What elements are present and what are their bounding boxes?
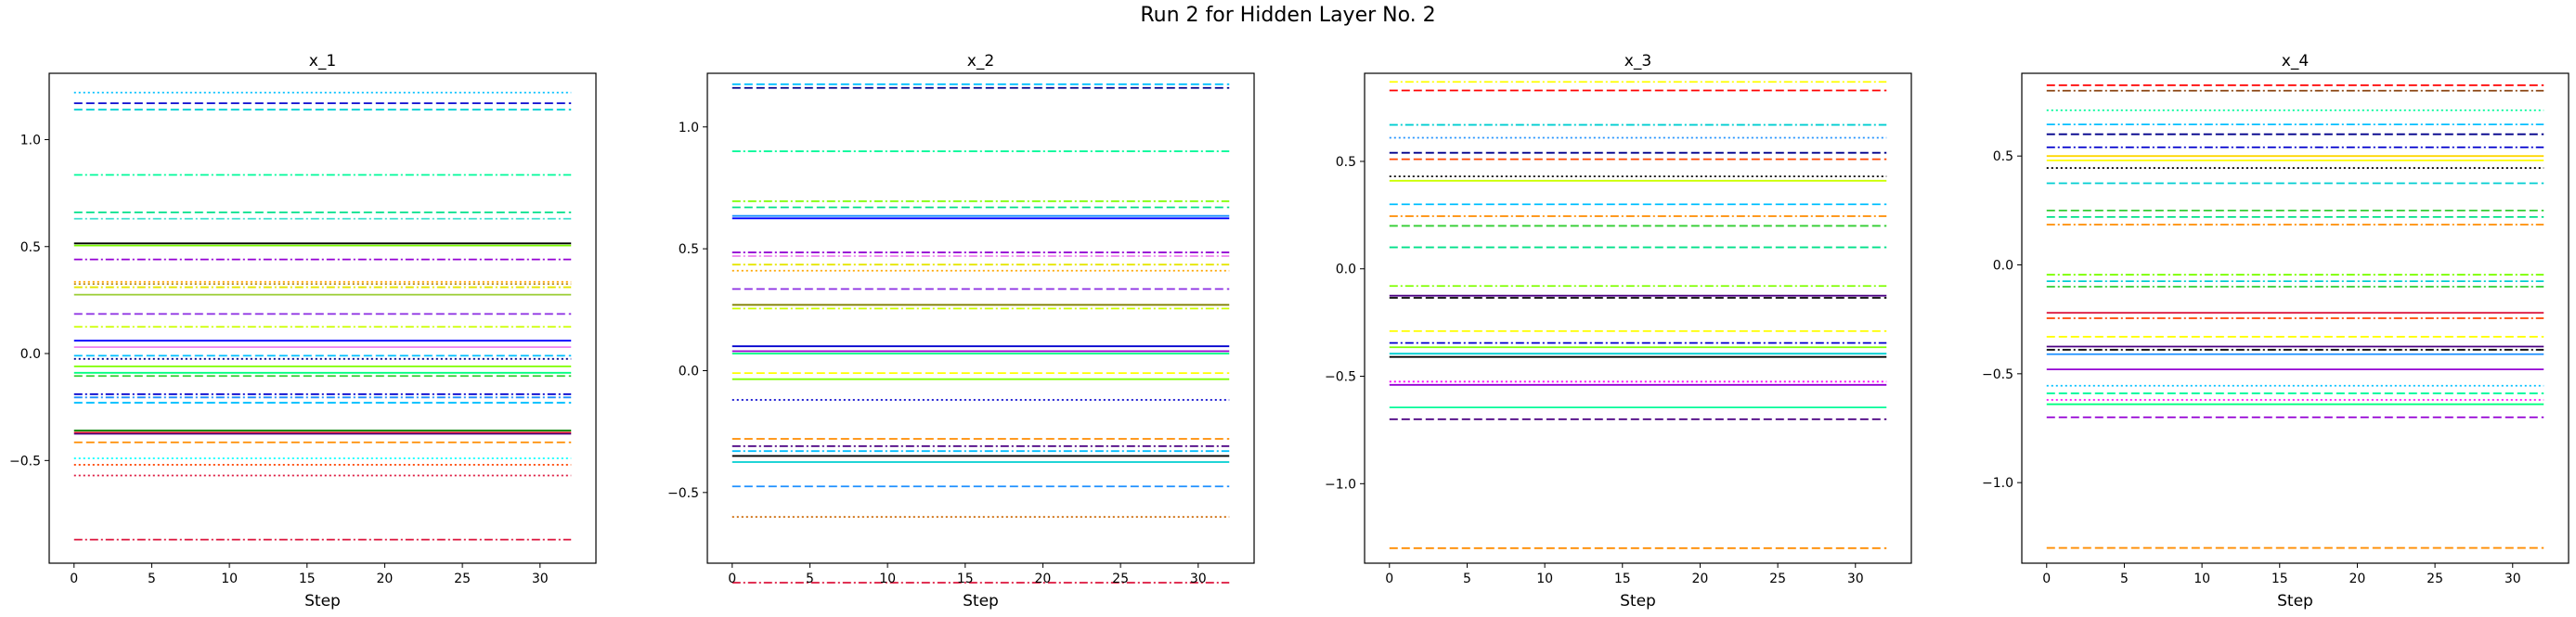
axes-frame [706, 72, 1255, 564]
subplot-title: x_3 [1625, 52, 1651, 71]
figure-title: Run 2 for Hidden Layer No. 2 [1140, 4, 1436, 27]
y-tick-label: 0.0 [1336, 263, 1356, 277]
x-tick-label: 5 [148, 572, 156, 586]
x-tick-label: 30 [1190, 572, 1207, 586]
x-tick-label: 20 [2349, 572, 2366, 586]
x-tick-label: 30 [2505, 572, 2521, 586]
subplot-title: x_2 [967, 52, 994, 71]
y-tick-label: −0.5 [9, 454, 41, 469]
x-axis-label: Step [2277, 592, 2313, 611]
x-tick-label: 0 [728, 572, 736, 586]
x-axis-label: Step [304, 592, 341, 611]
x-tick-label: 30 [1847, 572, 1864, 586]
x-tick-label: 0 [2042, 572, 2051, 586]
y-tick-label: −0.5 [667, 486, 699, 501]
x-tick-label: 30 [532, 572, 549, 586]
subplot-title: x_4 [2282, 52, 2309, 71]
subplot-title: x_1 [309, 52, 336, 71]
x-tick-label: 15 [957, 572, 974, 586]
x-tick-label: 10 [879, 572, 896, 586]
x-tick-label: 25 [1769, 572, 1786, 586]
y-tick-label: 1.0 [679, 121, 699, 135]
y-tick-label: 0.5 [679, 242, 699, 257]
x-tick-label: 20 [1035, 572, 1052, 586]
x-axis-label: Step [963, 592, 999, 611]
y-tick-label: 0.5 [20, 240, 41, 255]
y-tick-label: 0.5 [1993, 149, 2013, 164]
subplot-4: x_4 0 5 10 15 20 25 30 −1.0 −0.5 0.0 0.5 Step [1982, 52, 2570, 611]
y-tick-label: −0.5 [1325, 370, 1356, 385]
subplot-3: x_3 0 5 10 15 20 25 30 −1.0 −0.5 0.0 0.5 Step [1325, 52, 1912, 611]
y-tick-label: −0.5 [1982, 367, 2013, 382]
x-tick-label: 0 [1385, 572, 1393, 586]
axes-frame [1364, 72, 1912, 564]
axes-frame [48, 72, 597, 564]
x-axis-label: Step [1620, 592, 1656, 611]
x-tick-label: 10 [2194, 572, 2210, 586]
y-tick-label: −1.0 [1982, 476, 2013, 491]
subplot-2: x_2 0 5 10 15 20 25 30 −0.5 0.0 0.5 1.0 Step [667, 52, 1255, 611]
subplot-1: x_1 0 5 10 15 20 25 30 −0.5 0.0 0.5 1.0 Step [9, 52, 597, 611]
x-tick-label: 0 [70, 572, 78, 586]
x-tick-label: 5 [806, 572, 814, 586]
y-tick-label: 0.0 [20, 347, 41, 362]
x-tick-label: 15 [299, 572, 316, 586]
x-tick-label: 15 [1614, 572, 1631, 586]
y-tick-label: 0.0 [1993, 259, 2013, 274]
x-tick-label: 20 [1692, 572, 1709, 586]
x-tick-label: 25 [1112, 572, 1129, 586]
x-tick-label: 20 [377, 572, 394, 586]
y-tick-label: 0.0 [679, 364, 699, 379]
x-tick-label: 5 [1463, 572, 1471, 586]
y-tick-label: 0.5 [1336, 155, 1356, 170]
x-tick-label: 10 [221, 572, 238, 586]
y-tick-label: 1.0 [20, 133, 41, 148]
x-tick-label: 25 [454, 572, 471, 586]
y-tick-label: −1.0 [1325, 477, 1356, 492]
x-tick-label: 25 [2427, 572, 2443, 586]
x-tick-label: 5 [2120, 572, 2129, 586]
x-tick-label: 15 [2272, 572, 2288, 586]
x-tick-label: 10 [1536, 572, 1553, 586]
axes-frame [2021, 72, 2570, 564]
